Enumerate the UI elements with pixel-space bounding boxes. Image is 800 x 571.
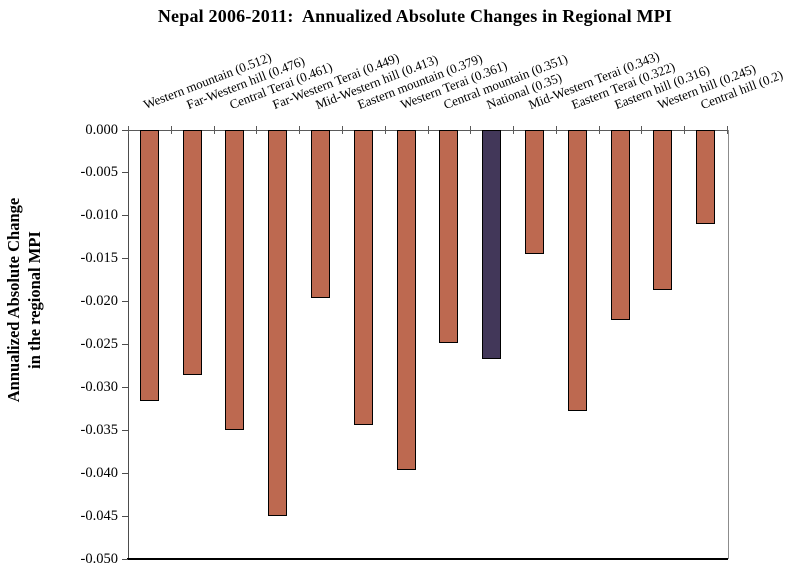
y-tick-label: -0.025 [80,336,118,352]
y-tick-label: -0.045 [80,507,118,524]
plot-area [128,130,729,559]
y-tick-label: -0.030 [80,378,118,395]
bar [225,130,245,430]
category-tick-mark [513,126,515,134]
category-tick-mark [470,126,472,134]
y-tick-mark [122,172,128,174]
category-tick-mark [727,126,728,134]
category-tick-mark [555,126,557,134]
y-axis-title-line1: Annualized Absolute Change [4,197,23,403]
bar [567,130,587,411]
bar [311,130,331,298]
y-tick-mark [122,344,128,345]
category-tick-mark [427,126,429,134]
y-tick-mark [122,472,128,474]
bar [182,130,202,375]
y-tick-label: -0.015 [80,250,118,267]
bar [653,130,673,290]
chart-title: Nepal 2006-2011: Annualized Absolute Cha… [157,6,673,26]
category-tick-mark [384,126,386,134]
y-tick-mark [122,258,128,260]
category-tick-mark [256,126,258,134]
bar [353,130,373,425]
bar [439,130,459,343]
bar [139,130,159,401]
y-tick-label: -0.050 [80,550,118,567]
category-tick-mark [341,126,343,134]
bar [524,130,544,254]
category-tick-mark [213,126,215,134]
category-tick-mark [641,126,643,134]
bar [396,130,416,470]
category-tick-mark [128,126,129,134]
y-tick-label: -0.035 [80,421,118,438]
bar [696,130,716,224]
y-tick-label: -0.005 [80,164,118,181]
y-tick-label: -0.010 [80,207,118,224]
category-tick-mark [170,126,172,134]
y-tick-label: -0.040 [80,464,118,481]
bar [268,130,288,516]
y-tick-mark [122,215,128,217]
y-tick-mark [122,558,128,560]
y-tick-mark [122,429,128,431]
y-tick-mark [122,129,128,131]
x-axis-bottom-line [127,558,728,560]
category-tick-mark [299,126,301,134]
category-tick-mark [684,126,686,134]
bar [610,130,630,320]
y-tick-mark [122,301,128,303]
bar-national-highlight [482,130,502,359]
y-tick-label: 0.000 [85,121,118,138]
y-tick-label: -0.020 [80,293,118,310]
y-tick-mark [122,515,128,517]
y-tick-mark [122,386,128,388]
category-tick-mark [598,126,600,134]
